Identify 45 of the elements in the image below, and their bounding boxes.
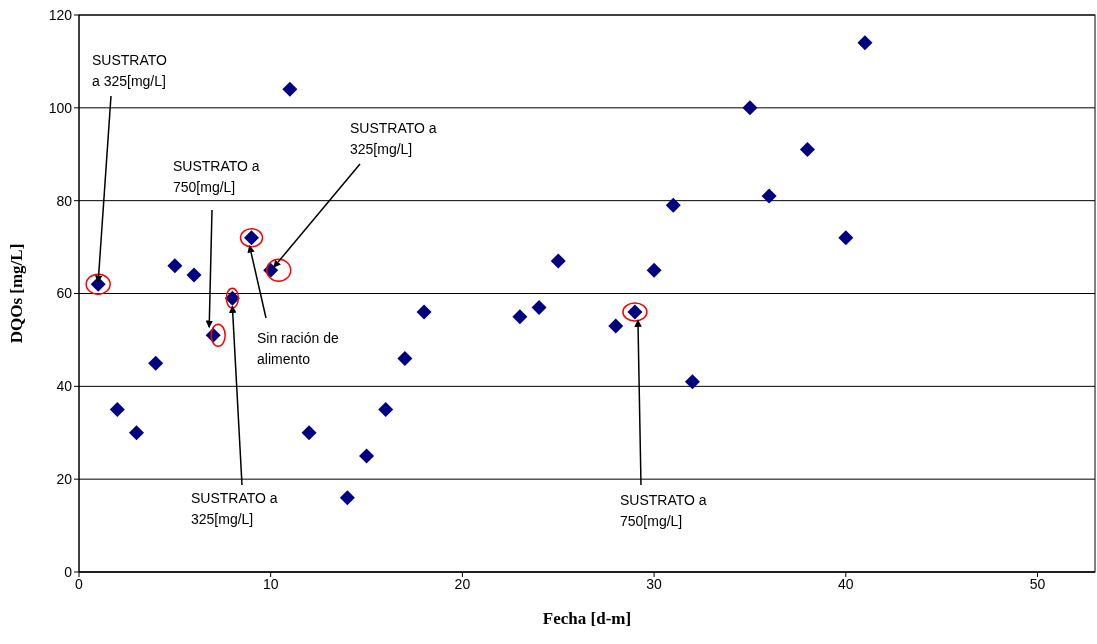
point — [109, 402, 125, 418]
annotation: SUSTRATO a 750[mg/L] — [620, 491, 708, 531]
y-tick-label: 20 — [56, 471, 73, 488]
point — [799, 142, 815, 158]
x-tick-label: 0 — [75, 575, 84, 592]
point — [186, 267, 202, 283]
point — [301, 425, 317, 441]
point — [857, 35, 873, 51]
point — [416, 304, 432, 320]
point — [608, 318, 624, 334]
annotation: SUSTRATO a 750[mg/L] — [173, 157, 261, 197]
point — [684, 374, 700, 390]
y-tick-label: 0 — [64, 563, 73, 580]
y-tick-label: 60 — [56, 285, 73, 302]
annotation: SUSTRATO a 325[mg/L] — [92, 51, 168, 91]
y-axis-title: DQOs [mg/L] — [7, 243, 27, 344]
point — [531, 299, 547, 315]
x-tick-label: 40 — [838, 575, 854, 592]
point — [665, 197, 681, 213]
point — [550, 253, 566, 269]
x-axis-title: Fecha [d-m] — [542, 609, 632, 628]
annotation: SUSTRATO a 325[mg/L] — [350, 119, 438, 159]
x-tick-label: 50 — [1029, 575, 1046, 592]
point — [397, 350, 413, 366]
point — [359, 448, 375, 464]
point — [378, 402, 394, 418]
point — [838, 230, 854, 246]
point — [742, 100, 758, 116]
x-tick-label: 30 — [646, 575, 663, 592]
point — [761, 188, 777, 204]
y-tick-label: 40 — [56, 378, 73, 395]
point — [129, 425, 145, 441]
x-tick-label: 10 — [262, 575, 279, 592]
point — [167, 258, 183, 274]
y-tick-label: 120 — [48, 6, 73, 23]
point — [512, 309, 528, 325]
annotation: Sin ración de alimento — [257, 329, 340, 369]
point — [339, 490, 355, 506]
y-tick-label: 80 — [56, 192, 73, 209]
x-tick-label: 20 — [454, 575, 471, 592]
annotation: SUSTRATO a 325[mg/L] — [191, 489, 279, 529]
y-tick-label: 100 — [48, 99, 73, 116]
point — [282, 81, 298, 97]
point — [646, 262, 662, 278]
point — [148, 355, 164, 371]
